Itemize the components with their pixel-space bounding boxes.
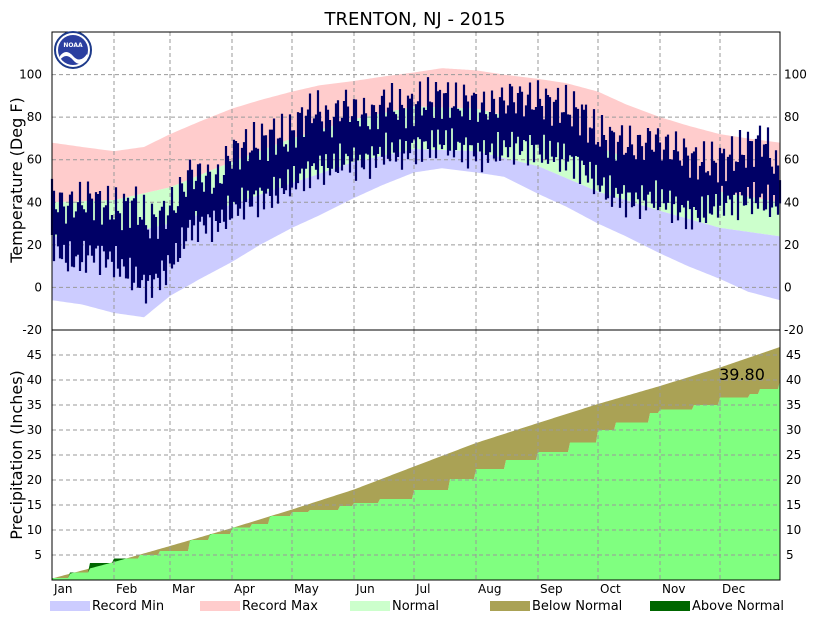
precip-tick-right: 20 bbox=[786, 473, 801, 487]
month-label: Sep bbox=[540, 582, 563, 596]
month-label: Jan bbox=[53, 582, 73, 596]
precip-tick-right: 10 bbox=[786, 523, 801, 537]
month-label: Oct bbox=[600, 582, 621, 596]
precip-tick-left: 15 bbox=[27, 498, 42, 512]
above-normal-fill bbox=[52, 381, 780, 579]
temp-tick-right: 20 bbox=[784, 238, 799, 252]
precip-tick-right: 40 bbox=[786, 373, 801, 387]
legend-swatch bbox=[650, 601, 690, 611]
month-label: Feb bbox=[116, 582, 137, 596]
logo-disc bbox=[58, 35, 88, 65]
precip-tick-right: 25 bbox=[786, 448, 801, 462]
legend-label: Above Normal bbox=[692, 599, 784, 614]
temp-tick-right: 60 bbox=[784, 153, 799, 167]
chart-title: TRENTON, NJ - 2015 bbox=[324, 9, 506, 30]
legend-label: Record Max bbox=[242, 599, 318, 614]
temp-tick-right: 40 bbox=[784, 195, 799, 209]
precip-total-annotation: 39.80 bbox=[719, 365, 765, 384]
month-label: Apr bbox=[234, 582, 255, 596]
precip-tick-left: 20 bbox=[27, 473, 42, 487]
noaa-logo-icon: NOAA bbox=[54, 31, 92, 69]
temperature-panel: -20 -20 0 0 20 20 40 40 60 60 80 80 100 100 bbox=[19, 32, 807, 337]
month-label: Jul bbox=[415, 582, 430, 596]
precip-tick-left: 30 bbox=[27, 423, 42, 437]
month-label: Nov bbox=[662, 582, 685, 596]
precip-tick-right: 30 bbox=[786, 423, 801, 437]
temp-tick-right: 80 bbox=[784, 110, 799, 124]
temperature-axis-label: Temperature (Deg F) bbox=[7, 97, 26, 264]
precip-tick-right: 15 bbox=[786, 498, 801, 512]
temp-tick-right: 100 bbox=[784, 68, 807, 82]
legend-swatch bbox=[490, 601, 530, 611]
precip-tick-right: 45 bbox=[786, 348, 801, 362]
temp-tick-left: 0 bbox=[34, 280, 42, 294]
temp-tick-right: -20 bbox=[784, 323, 804, 337]
precip-tick-right: 35 bbox=[786, 398, 801, 412]
legend-label: Record Min bbox=[92, 599, 164, 614]
temp-tick-left: -20 bbox=[22, 323, 42, 337]
precip-tick-left: 25 bbox=[27, 448, 42, 462]
logo-gull bbox=[60, 52, 87, 64]
record-max-band bbox=[52, 68, 780, 203]
precip-tick-left: 40 bbox=[27, 373, 42, 387]
temp-tick-left: 60 bbox=[27, 153, 42, 167]
precip-tick-right: 5 bbox=[786, 548, 794, 562]
legend-swatch bbox=[350, 601, 390, 611]
precipitation-axis-label: Precipitation (Inches) bbox=[7, 370, 26, 540]
month-label: Mar bbox=[172, 582, 195, 596]
plot-border bbox=[51, 31, 781, 581]
precip-tick-left: 45 bbox=[27, 348, 42, 362]
temp-tick-left: 40 bbox=[27, 195, 42, 209]
temp-tick-left: 80 bbox=[27, 110, 42, 124]
legend-label: Normal bbox=[392, 599, 439, 614]
precip-tick-left: 5 bbox=[34, 548, 42, 562]
month-label: Aug bbox=[478, 582, 501, 596]
month-label: Jun bbox=[355, 582, 375, 596]
month-label: Dec bbox=[722, 582, 745, 596]
logo-text: NOAA bbox=[63, 42, 83, 49]
temp-tick-left: 20 bbox=[27, 238, 42, 252]
precip-tick-left: 10 bbox=[27, 523, 42, 537]
legend: Record Min Record Max Normal Below Normal Ab… bbox=[50, 599, 784, 614]
temp-tick-right: 0 bbox=[784, 280, 792, 294]
precip-tick-left: 35 bbox=[27, 398, 42, 412]
legend-swatch bbox=[50, 601, 90, 611]
legend-swatch bbox=[200, 601, 240, 611]
precipitation-panel: 5 5 10 10 15 15 20 20 25 25 30 30 35 35 40 40 45 45 Jan Fe… bbox=[27, 330, 801, 596]
chart-frame bbox=[51, 31, 781, 581]
temp-tick-left: 100 bbox=[19, 68, 42, 82]
legend-label: Below Normal bbox=[532, 599, 622, 614]
month-label: May bbox=[294, 582, 319, 596]
